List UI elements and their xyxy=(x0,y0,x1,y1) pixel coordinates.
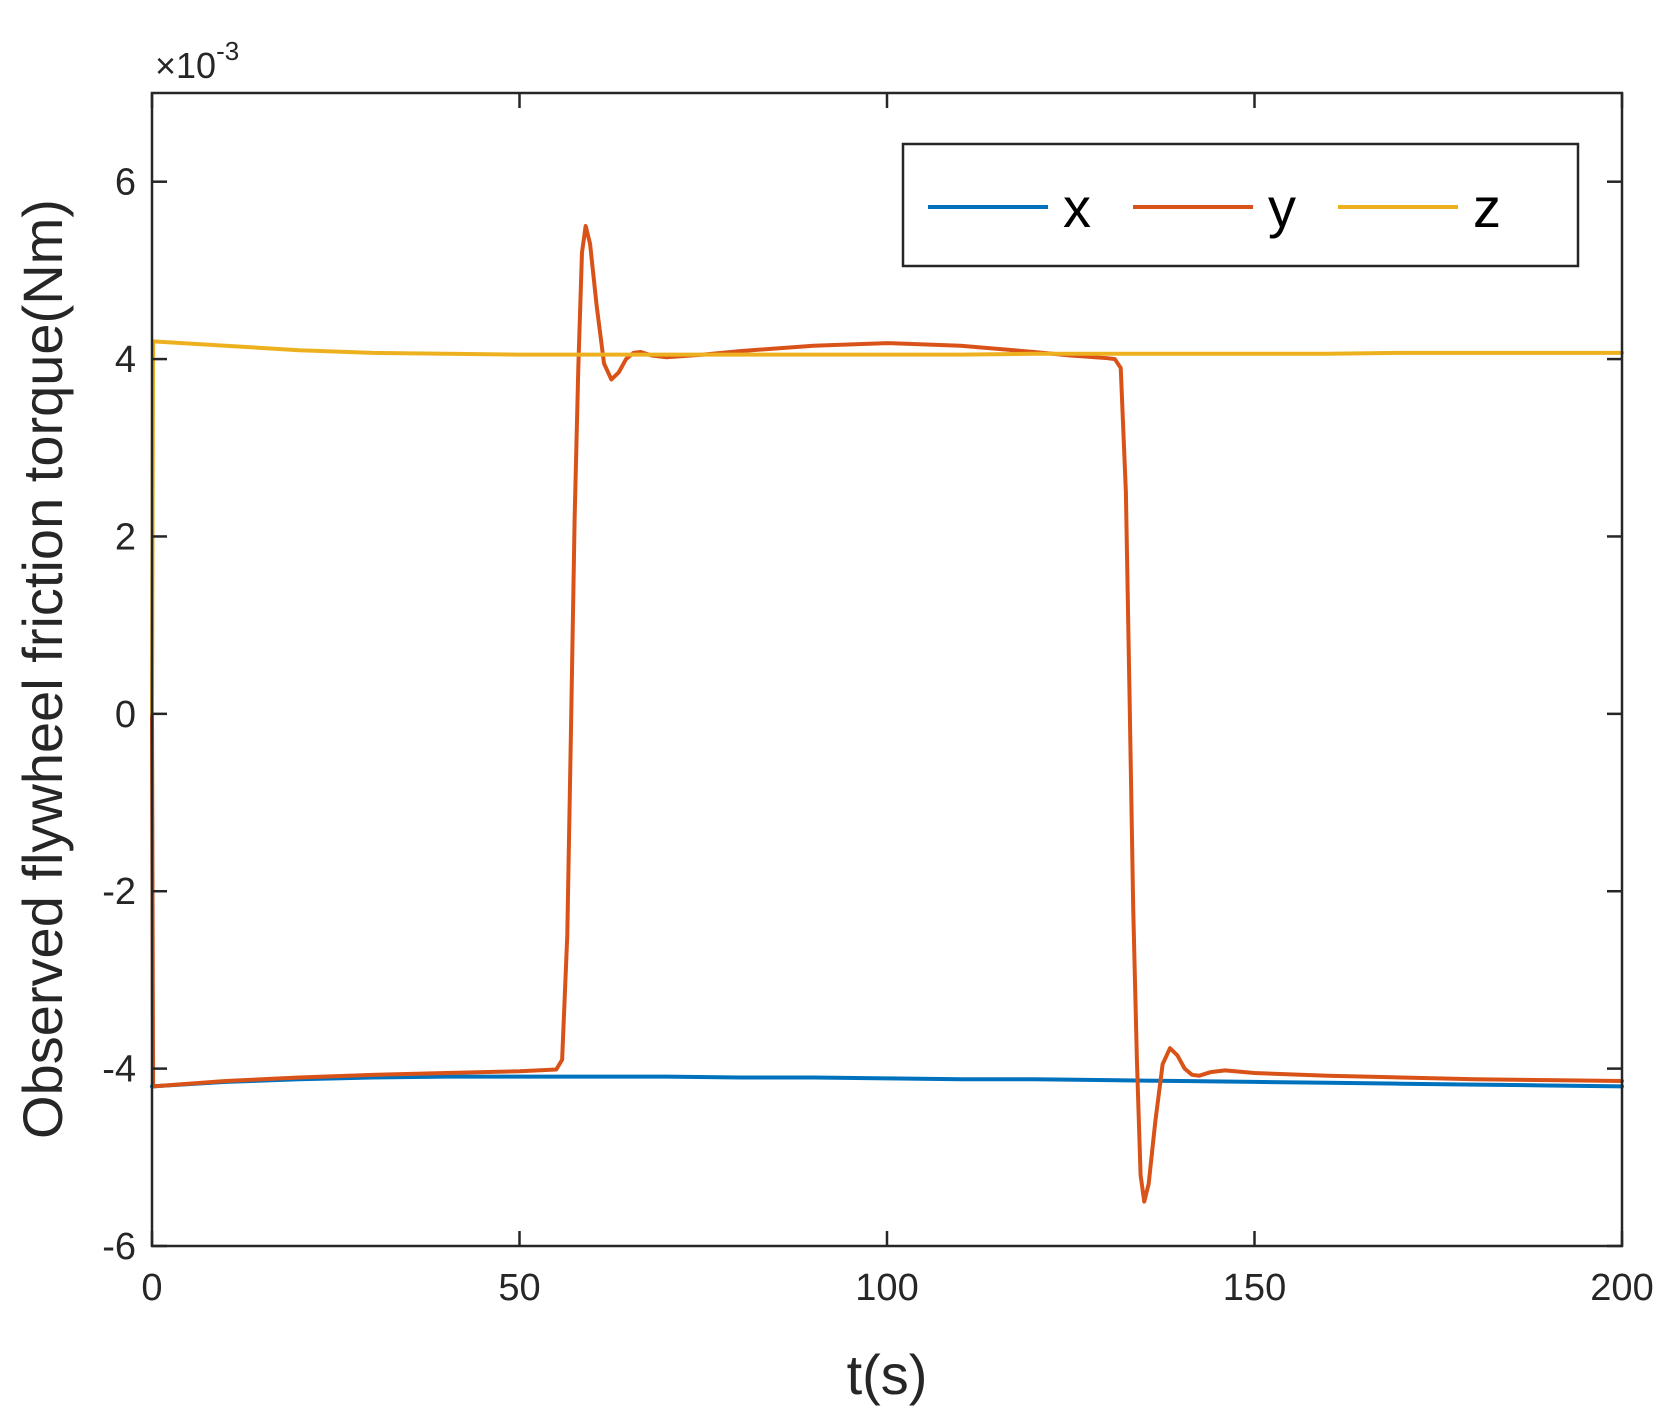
x-tick-label: 200 xyxy=(1590,1267,1653,1309)
y-multiplier-base: ×10 xyxy=(155,45,216,86)
y-tick-label: -6 xyxy=(102,1226,136,1268)
series-layer xyxy=(150,224,1624,1204)
legend-label-z: z xyxy=(1473,176,1501,239)
legend-label-y: y xyxy=(1268,176,1296,239)
tick-labels-layer: 0 50 100 150 200 -6 -4 -2 0 2 4 6 xyxy=(102,162,1654,1309)
series-line-x xyxy=(150,1074,1624,1089)
x-tick-label: 0 xyxy=(141,1267,162,1309)
y-multiplier-exponent: -3 xyxy=(216,36,239,66)
legend-entries: x y z xyxy=(928,176,1501,239)
y-axis-label: Observed flywheel friction torque(Nm) xyxy=(11,199,74,1139)
x-tick-label: 150 xyxy=(1223,1267,1286,1309)
y-tick-label: 2 xyxy=(115,516,136,558)
legend-label-x: x xyxy=(1063,176,1091,239)
legend: x y z xyxy=(901,142,1580,268)
y-tick-label: -4 xyxy=(102,1049,136,1091)
plot-area xyxy=(152,93,1622,1246)
y-multiplier: ×10-3 xyxy=(155,36,239,86)
x-axis-label: t(s) xyxy=(847,1343,928,1406)
y-tick-label: 0 xyxy=(115,694,136,736)
x-tick-label: 100 xyxy=(855,1267,918,1309)
y-tick-label: 6 xyxy=(115,162,136,204)
y-tick-label: -2 xyxy=(102,871,136,913)
x-tick-label: 50 xyxy=(498,1267,540,1309)
plot-frame xyxy=(150,91,1624,1248)
series-line-z xyxy=(150,339,1624,716)
y-tick-label: 4 xyxy=(115,339,136,381)
series-line-y xyxy=(150,224,1624,1204)
